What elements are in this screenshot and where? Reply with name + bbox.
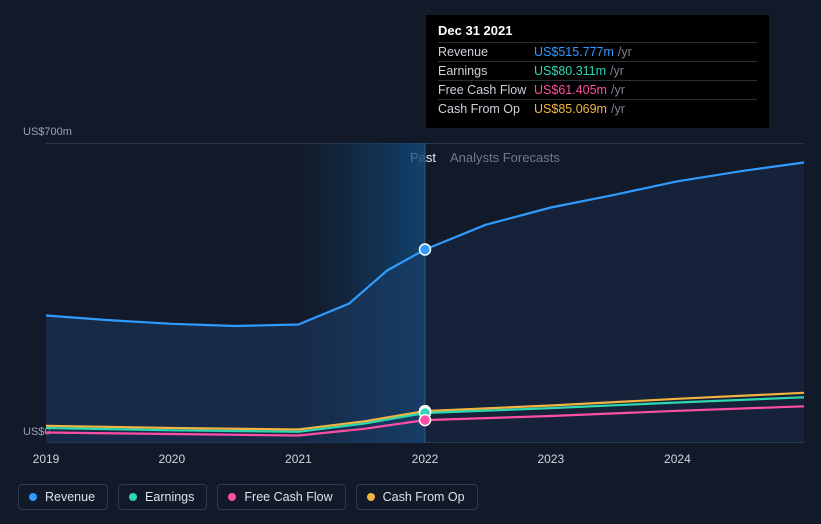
tooltip-row-value: US$515.777m — [534, 45, 614, 59]
tooltip-row-value: US$80.311m — [534, 64, 606, 78]
legend-dot-icon — [129, 493, 137, 501]
legend: Revenue Earnings Free Cash Flow Cash From O… — [18, 484, 478, 510]
legend-dot-icon — [228, 493, 236, 501]
x-tick: 2019 — [33, 452, 60, 466]
tooltip-row-label: Free Cash Flow — [438, 83, 534, 97]
legend-item-label: Cash From Op — [383, 490, 465, 504]
tooltip-row: EarningsUS$80.311m/yr — [438, 61, 757, 80]
tooltip-row-label: Earnings — [438, 64, 534, 78]
y-axis-upper-label: US$700m — [23, 126, 72, 138]
legend-item-label: Free Cash Flow — [244, 490, 332, 504]
legend-dot-icon — [367, 493, 375, 501]
x-tick: 2024 — [664, 452, 691, 466]
x-tick: 2023 — [537, 452, 564, 466]
tooltip-row: Cash From OpUS$85.069m/yr — [438, 99, 757, 118]
tooltip-row-unit: /yr — [611, 83, 625, 97]
chart-plot[interactable] — [46, 143, 804, 443]
tooltip-row-value: US$85.069m — [534, 102, 607, 116]
legend-item-label: Revenue — [45, 490, 95, 504]
x-tick: 2020 — [158, 452, 185, 466]
tooltip-row-unit: /yr — [618, 45, 632, 59]
tooltip-row: RevenueUS$515.777m/yr — [438, 42, 757, 61]
tooltip-row-label: Cash From Op — [438, 102, 534, 116]
tooltip-row-unit: /yr — [611, 102, 625, 116]
legend-item-cash-from-op[interactable]: Cash From Op — [356, 484, 478, 510]
legend-item-label: Earnings — [145, 490, 194, 504]
legend-item-revenue[interactable]: Revenue — [18, 484, 108, 510]
hover-tooltip: Dec 31 2021 RevenueUS$515.777m/yrEarning… — [426, 15, 769, 128]
tooltip-date: Dec 31 2021 — [438, 23, 757, 42]
marker-revenue — [420, 244, 431, 255]
tooltip-row: Free Cash FlowUS$61.405m/yr — [438, 80, 757, 99]
tooltip-row-unit: /yr — [610, 64, 624, 78]
x-tick: 2022 — [412, 452, 439, 466]
legend-item-free-cash-flow[interactable]: Free Cash Flow — [217, 484, 345, 510]
x-tick: 2021 — [285, 452, 312, 466]
tooltip-row-value: US$61.405m — [534, 83, 607, 97]
tooltip-row-label: Revenue — [438, 45, 534, 59]
legend-dot-icon — [29, 493, 37, 501]
marker-free_cash_flow — [420, 415, 431, 426]
legend-item-earnings[interactable]: Earnings — [118, 484, 207, 510]
